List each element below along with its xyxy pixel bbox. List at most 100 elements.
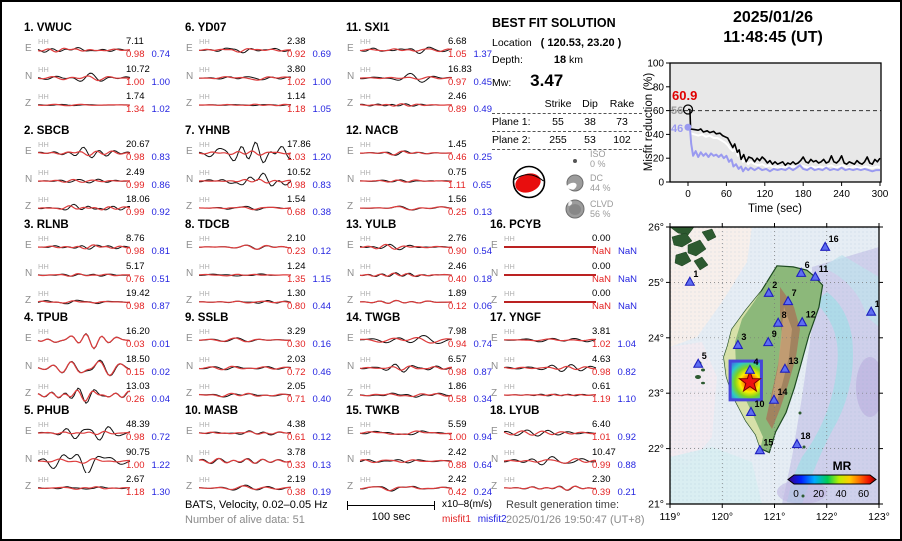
component-label: N — [25, 267, 33, 279]
misfit1-legend-label: misfit1 — [442, 514, 471, 525]
waveform-PHUB-N: HH — [37, 448, 131, 473]
trace-values: 3.80 1.02 1.00 — [287, 64, 345, 88]
misfit1-value: 0.98 — [592, 366, 611, 378]
peak-amplitude: 17.86 — [287, 139, 311, 150]
svg-text:HH: HH — [360, 234, 371, 243]
map-station-label-10: 10 — [754, 399, 764, 409]
peak-amplitude: 16.20 — [126, 326, 150, 337]
waveform-TDCB-Z: HH — [199, 289, 292, 304]
map-station-label-8: 8 — [782, 310, 787, 320]
station-block-SBCB: 2. SBCB E HH 20.67 0.98 0.83 N HH 2.49 0.99 0.86 Z H… — [22, 125, 184, 222]
svg-text:HH: HH — [360, 65, 371, 74]
trace-values: 3.29 0.30 0.16 — [287, 326, 345, 350]
waveform-NACB-E: HH — [359, 140, 453, 156]
svg-text:100: 100 — [647, 59, 664, 70]
svg-text:HH: HH — [360, 195, 371, 204]
waveform-YULB-N: HH — [359, 262, 453, 277]
peak-amplitude: 0.00 — [592, 260, 611, 272]
peak-amplitude: 1.30 — [287, 288, 306, 299]
map-station-label-15: 15 — [763, 437, 773, 447]
trace-values: 16.20 0.03 0.01 — [126, 326, 184, 350]
svg-text:123°: 123° — [868, 511, 890, 523]
trace-values: 16.83 0.97 0.45 — [448, 64, 506, 88]
svg-text:121°: 121° — [764, 511, 786, 523]
misfit2-value: 0.16 — [312, 339, 332, 350]
station-block-SXI1: 11. SXI1 E HH 6.68 1.05 1.37 N HH 16.83 0.97 0.45 Z… — [344, 22, 506, 119]
trace-row-YULB-N: N HH 2.46 0.40 0.18 — [344, 260, 506, 287]
misfit1-value: 1.00 — [126, 459, 145, 471]
component-label: Z — [25, 388, 32, 399]
trace-values: 48.39 0.98 0.72 — [126, 419, 184, 443]
misfit2-value: 0.49 — [473, 104, 493, 115]
misfit1-value: 0.38 — [287, 487, 306, 498]
waveform-TPUB-E: HH — [37, 327, 131, 350]
dc-symbol-icon — [565, 174, 584, 192]
station-block-LYUB: 18. LYUB E HH 6.40 1.01 0.92 N HH 10.47 0.99 0.88 Z… — [488, 405, 650, 502]
peak-amplitude: 7.11 — [126, 36, 144, 47]
amplitude-units-label: x10–8(m/s) — [442, 499, 493, 510]
svg-text:HH: HH — [360, 327, 371, 336]
trace-row-TDCB-Z: Z HH 1.30 0.80 0.44 — [183, 287, 345, 314]
waveform-SSLB-Z: HH — [198, 382, 292, 398]
peak-amplitude: 18.50 — [126, 353, 150, 365]
misfit2-value: 0.12 — [312, 246, 332, 257]
result-time-value: 2025/01/26 19:50:47 (UT+8) — [506, 514, 645, 526]
misfit1-value: 0.39 — [592, 487, 611, 498]
trace-values: 5.59 1.00 0.94 — [448, 419, 506, 443]
waveform-SBCB-Z: HH — [37, 195, 131, 211]
map-station-label-2: 2 — [772, 280, 777, 290]
svg-text:20: 20 — [653, 154, 665, 165]
svg-text:0: 0 — [793, 489, 799, 500]
misfit-legend: misfit1 misfit2 — [442, 514, 507, 525]
component-label: Z — [347, 98, 354, 109]
epicenter-star — [738, 369, 762, 393]
svg-text:HH: HH — [360, 420, 371, 429]
trace-values: 2.49 0.99 0.86 — [126, 167, 184, 191]
svg-text:120: 120 — [756, 189, 773, 200]
waveform-SXI1-Z: HH — [359, 92, 452, 107]
misfit1-value: 0.03 — [126, 339, 145, 350]
trace-values: 2.42 0.88 0.64 — [448, 447, 506, 471]
svg-text:HH: HH — [504, 234, 515, 243]
trace-values: 0.00 NaN NaN — [592, 288, 650, 312]
misfit2-value: 0.83 — [151, 152, 171, 163]
trace-row-LYUB-E: E HH 6.40 1.01 0.92 — [488, 418, 650, 445]
peak-amplitude: 6.40 — [592, 419, 611, 430]
misfit2-value: NaN — [618, 273, 638, 285]
waveform-TWKB-N: HH — [359, 448, 453, 463]
misfit-blue — [688, 126, 880, 173]
peak-amplitude: 16.83 — [448, 63, 472, 75]
svg-text:HH: HH — [360, 289, 371, 298]
misfit2-value: 1.05 — [312, 104, 332, 115]
svg-text:240: 240 — [833, 189, 850, 200]
svg-text:80: 80 — [653, 82, 665, 93]
map-station-marker-14 — [768, 394, 780, 404]
location-label: Location — [492, 37, 532, 49]
waveform-SXI1-N: HH — [359, 65, 453, 83]
misfit1-value: 0.80 — [287, 301, 306, 312]
component-label: Z — [186, 98, 193, 109]
mw-row: Mw: 3.47 — [492, 71, 652, 91]
colorbar-gradient — [787, 474, 877, 485]
trace-values: 1.14 1.18 1.05 — [287, 91, 345, 115]
clvd-label: CLVD — [590, 199, 614, 209]
map-station-marker-17 — [865, 306, 877, 316]
station-header: 18. LYUB — [490, 405, 540, 417]
misfit2-value: 0.82 — [617, 366, 637, 378]
misfit1-value: 0.25 — [448, 207, 467, 218]
misfit2-value: 1.00 — [151, 76, 171, 88]
map-station-label-1: 1 — [693, 269, 698, 279]
component-label: Z — [347, 201, 354, 212]
trace-row-YULB-Z: Z HH 1.89 0.12 0.06 — [344, 287, 506, 314]
trace-values: 2.42 0.42 0.24 — [448, 474, 506, 498]
dc-label: DC — [590, 173, 603, 183]
map-station-marker-5 — [692, 358, 704, 368]
event-datetime: 2025/01/26 11:48:45 (UT) — [642, 8, 900, 48]
component-label: E — [25, 146, 32, 157]
waveform-VWUC-N: HH — [37, 65, 131, 82]
trace-row-SSLB-Z: Z HH 2.05 0.71 0.40 — [183, 380, 345, 407]
svg-text:HH: HH — [504, 327, 515, 336]
misfit1-value: 0.71 — [287, 394, 306, 405]
station-header: 6. YD07 — [185, 22, 227, 34]
